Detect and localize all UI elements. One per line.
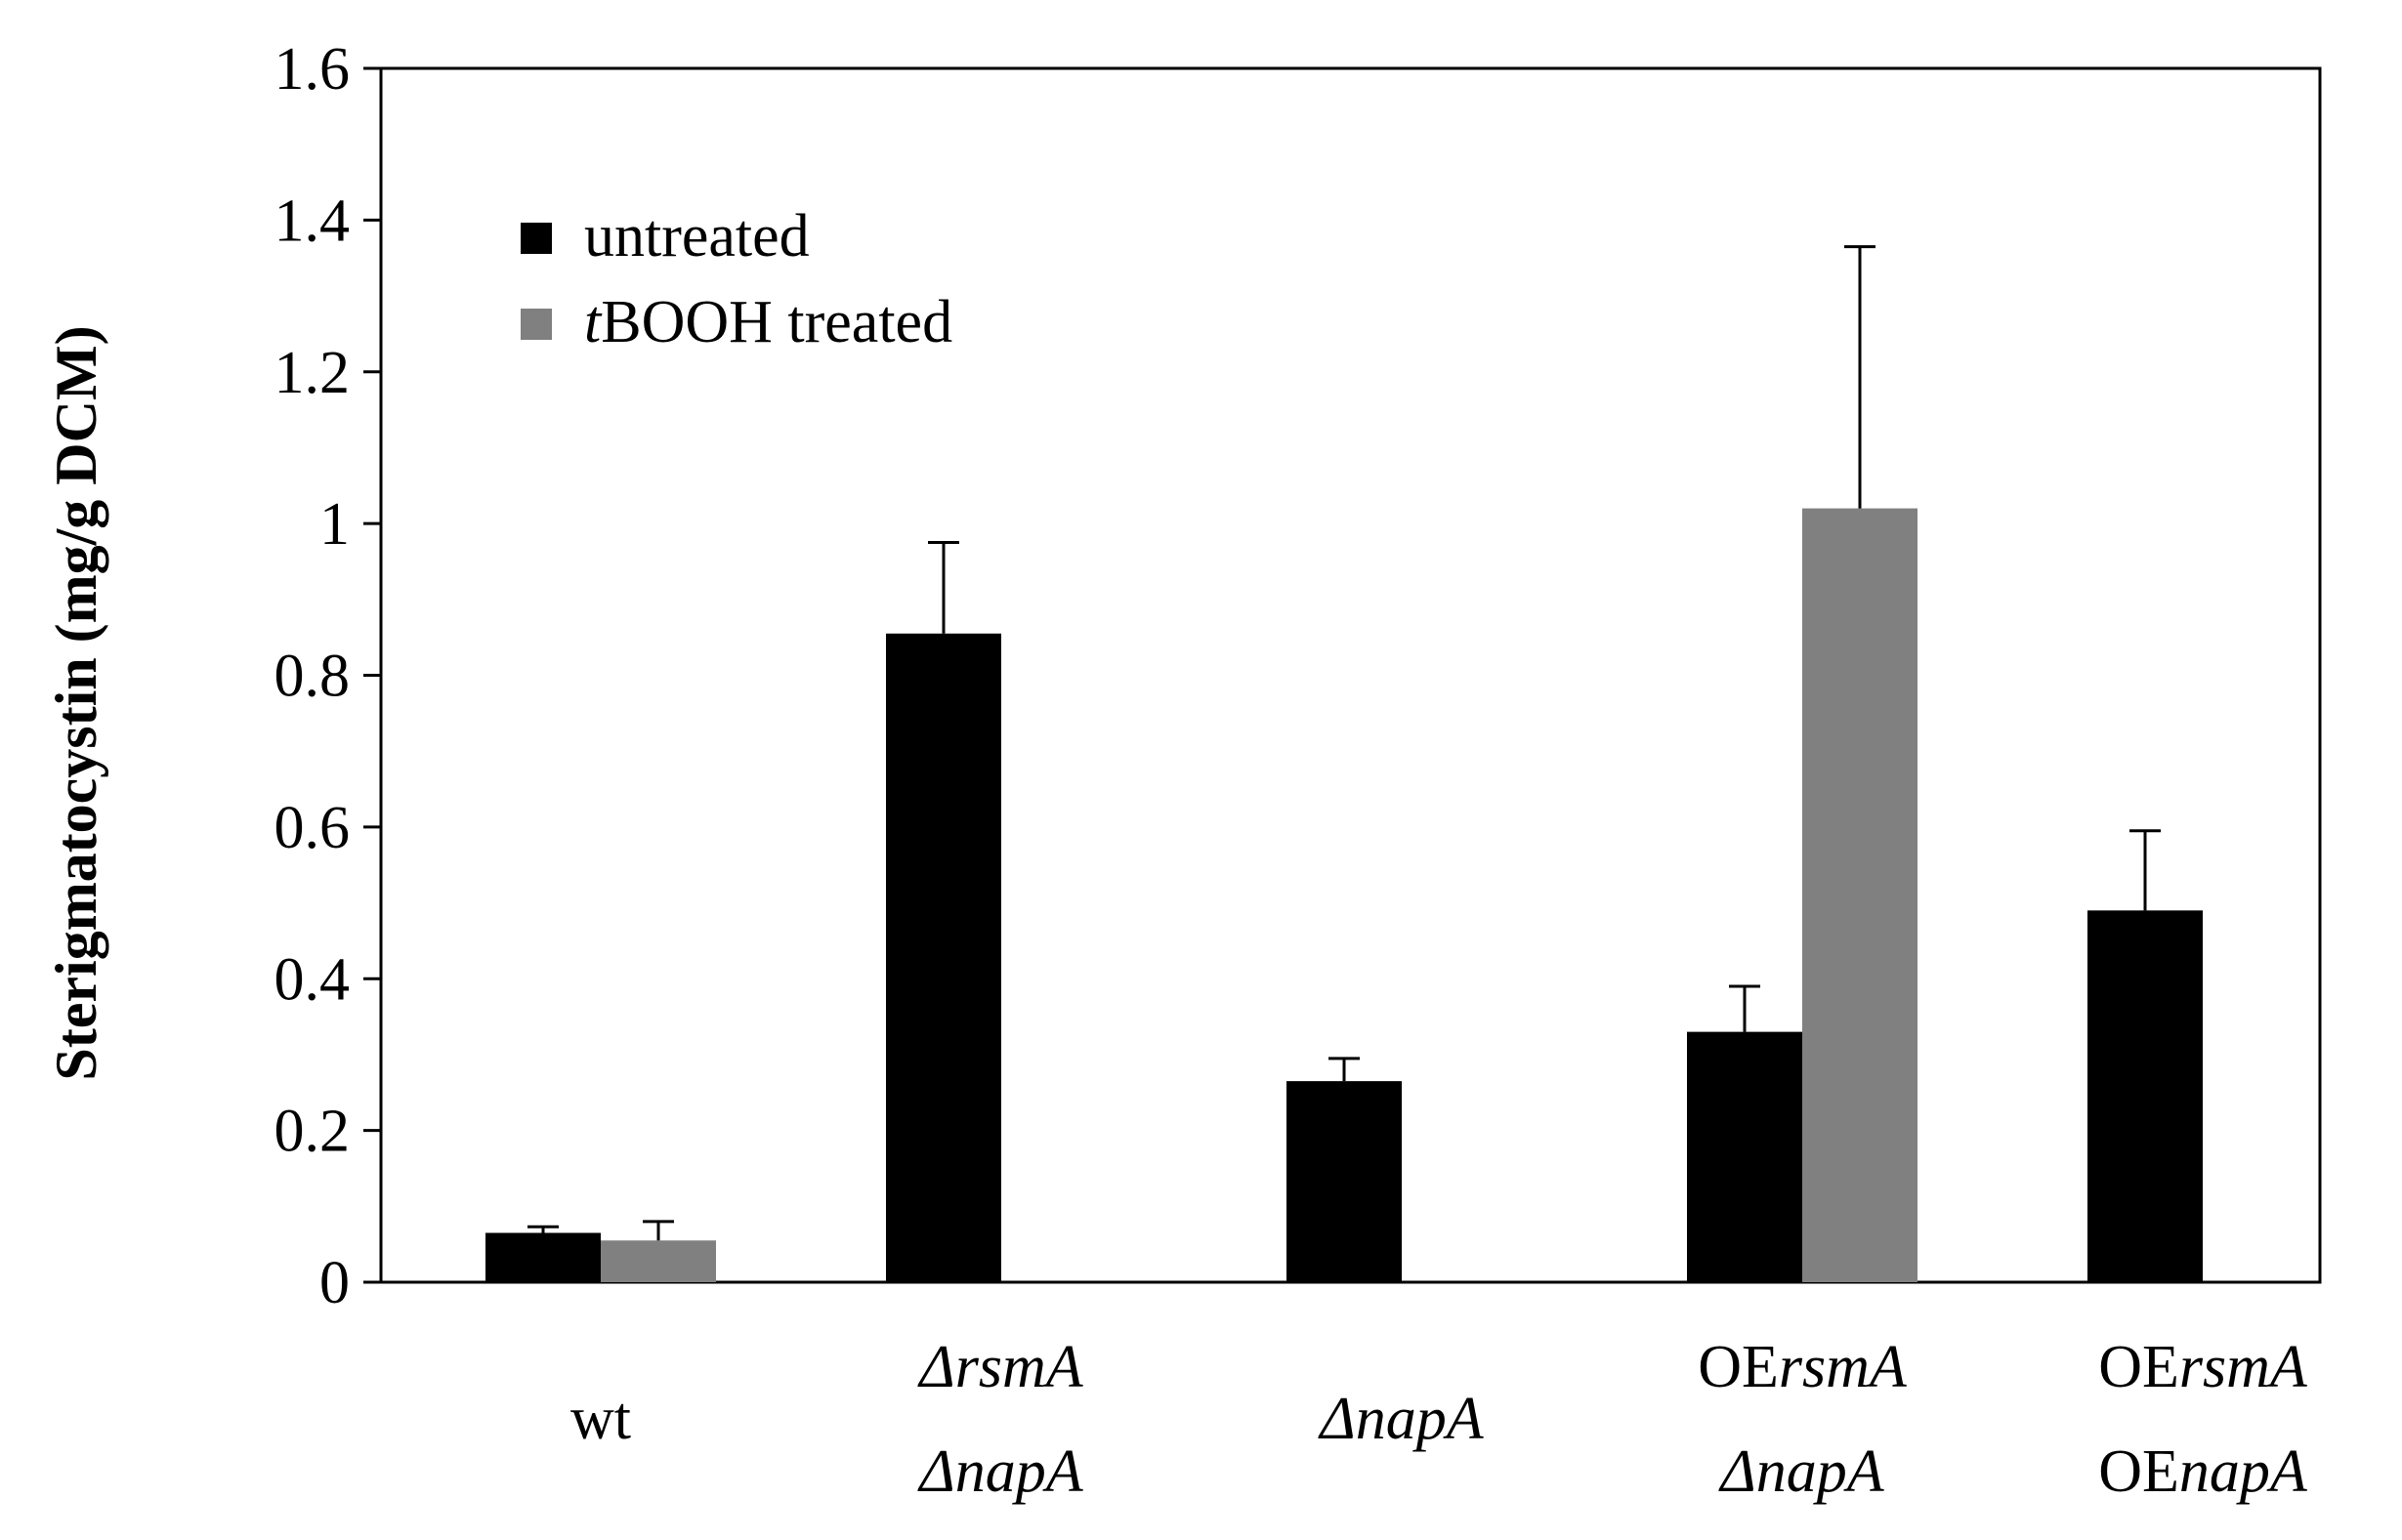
bar-untreated-2 (1286, 1081, 1402, 1282)
y-tick-label: 0.2 (274, 1099, 351, 1165)
label-part: OE (1698, 1334, 1779, 1400)
label-part: napA (1756, 1438, 1885, 1505)
label-part: OE (2098, 1334, 2179, 1400)
label-part: Δ (1317, 1386, 1355, 1452)
label-part: Δ (916, 1334, 954, 1400)
x-category-label: OErsmA (2098, 1334, 2308, 1400)
x-category-label: wt (570, 1386, 631, 1452)
y-tick-label: 0 (319, 1250, 350, 1316)
label-part: rsmA (2179, 1334, 2308, 1400)
label-part: Δ (916, 1438, 954, 1505)
x-category-label: ΔnapA (1317, 1386, 1484, 1452)
y-tick-label: 0.6 (274, 795, 351, 861)
y-tick-label: 0.4 (274, 946, 351, 1013)
bars (485, 508, 2203, 1282)
legend: untreated tBOOH treated (521, 203, 952, 355)
x-category-label: ΔnapA (916, 1438, 1083, 1505)
bar-untreated-4 (2087, 910, 2203, 1282)
label-part: rsmA (955, 1334, 1084, 1400)
label-part: OE (2098, 1438, 2179, 1505)
bar-tbooh-treated-0 (601, 1240, 716, 1282)
y-tick-label: 1.2 (274, 340, 351, 406)
label-part: napA (1356, 1386, 1485, 1452)
x-category-label: OEnapA (2098, 1438, 2308, 1505)
legend-label-untreated: untreated (584, 203, 810, 270)
y-axis-title: Sterigmatocystin (mg/g DCM) (44, 325, 108, 1080)
y-axis: 0 0.2 0.4 0.6 0.8 1 1.2 1.4 1.6 (274, 36, 381, 1316)
x-category-label: ΔrsmA (916, 1334, 1083, 1400)
y-tick-label: 0.8 (274, 644, 351, 710)
legend-label-tbooh-treated: tBOOH treated (584, 289, 952, 355)
label-part: rsmA (1779, 1334, 1908, 1400)
bar-untreated-1 (886, 633, 1001, 1282)
label-part: Δ (1717, 1438, 1755, 1505)
y-tick-label: 1.4 (274, 187, 351, 254)
legend-swatch-untreated (521, 223, 552, 254)
bar-untreated-0 (485, 1232, 601, 1282)
y-tick-label: 1 (319, 491, 350, 558)
label-part: napA (2179, 1438, 2308, 1505)
label-part: wt (570, 1386, 631, 1452)
error-bars (527, 245, 2161, 1241)
bar-tbooh-treated-3 (1802, 508, 1917, 1282)
x-category-label: OErsmA (1698, 1334, 1908, 1400)
label-part: napA (955, 1438, 1084, 1505)
label-part: t (584, 289, 603, 355)
x-category-label: ΔnapA (1717, 1438, 1884, 1505)
bar-untreated-3 (1687, 1031, 1802, 1282)
legend-swatch-tbooh-treated (521, 309, 552, 340)
label-part: BOOH treated (601, 289, 952, 355)
label-part: untreated (584, 203, 810, 270)
y-tick-label: 1.6 (274, 36, 351, 103)
